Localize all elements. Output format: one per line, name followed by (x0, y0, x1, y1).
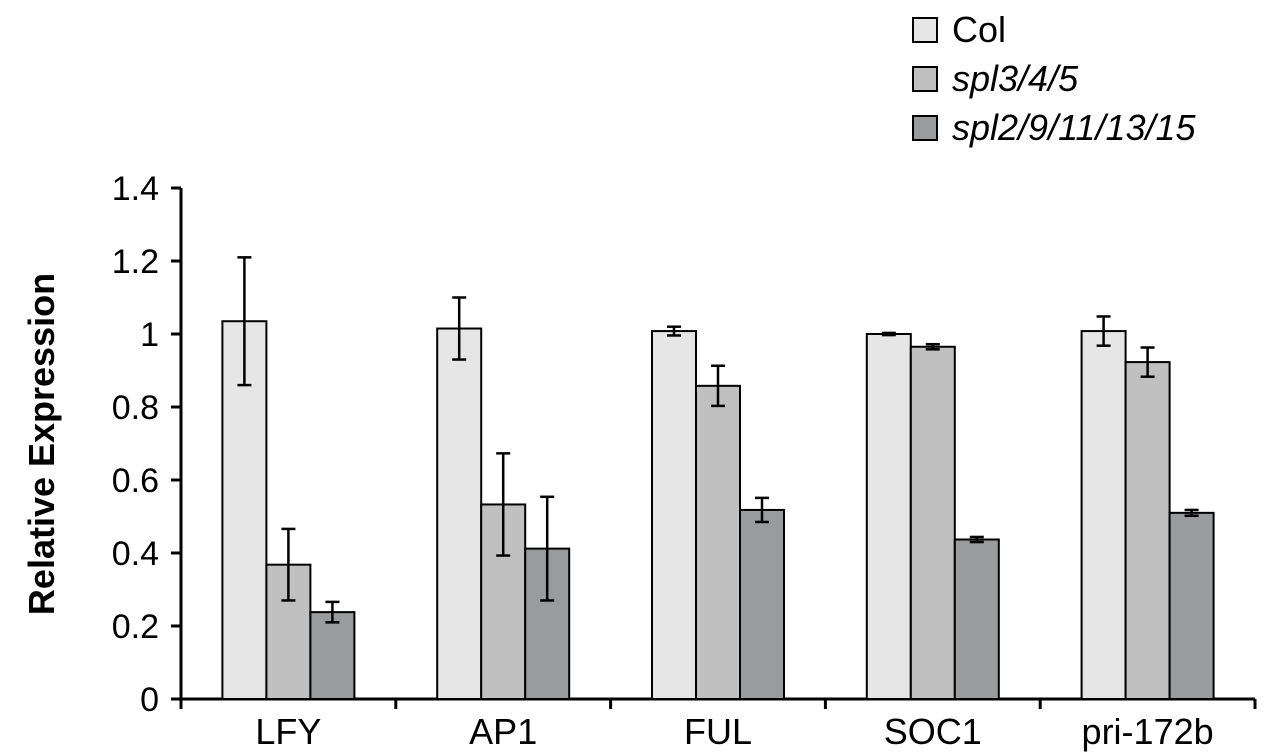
bar-pri-172b-2 (1168, 511, 1215, 700)
legend-swatch (912, 115, 938, 141)
x-tick-label: LFY (255, 711, 321, 752)
y-tick-label: 0.4 (112, 535, 159, 573)
legend-label: spl2/9/11/13/15 (952, 107, 1197, 148)
bar-pri-172b-0 (1080, 330, 1127, 700)
legend-swatch (912, 66, 938, 92)
y-tick-label: 1.2 (112, 243, 159, 281)
bar-lfy-2 (309, 611, 356, 701)
x-tick-label: pri-172b (1082, 711, 1214, 752)
y-tick-label: 1.4 (112, 170, 159, 208)
legend: Col spl3/4/5 spl2/9/11/13/15 (912, 9, 1197, 148)
legend-label: spl3/4/5 (952, 58, 1079, 99)
x-tick-label: AP1 (469, 711, 537, 752)
y-tick-label: 0.8 (112, 389, 159, 427)
y-tick-label: 0.2 (112, 608, 159, 646)
y-tick-label: 0 (140, 681, 159, 719)
bar-pri-172b-1 (1124, 361, 1171, 700)
y-tick-label: 0.6 (112, 462, 159, 500)
bar-ful-1 (695, 384, 741, 700)
legend-label: Col (952, 9, 1006, 50)
bar-ap1-0 (436, 327, 483, 700)
bar-soc1-2 (953, 538, 1000, 700)
bar-soc1-0 (865, 333, 912, 700)
x-tick-label: SOC1 (884, 711, 982, 752)
y-axis-label: Relative Expression (21, 273, 62, 615)
error-bars (237, 256, 1199, 624)
bar-soc1-1 (909, 345, 956, 700)
bar-lfy-0 (221, 320, 268, 700)
x-tick-labels: LFY AP1 FUL SOC1 pri-172b (255, 711, 1213, 752)
y-tick-labels: 0 0.2 0.4 0.6 0.8 1 1.2 1.4 (112, 170, 159, 719)
bar-ful-0 (651, 330, 697, 700)
y-tick-label: 1 (140, 316, 159, 354)
x-tick-label: FUL (684, 711, 752, 752)
bar-ful-2 (739, 508, 785, 700)
legend-swatch (912, 17, 938, 43)
